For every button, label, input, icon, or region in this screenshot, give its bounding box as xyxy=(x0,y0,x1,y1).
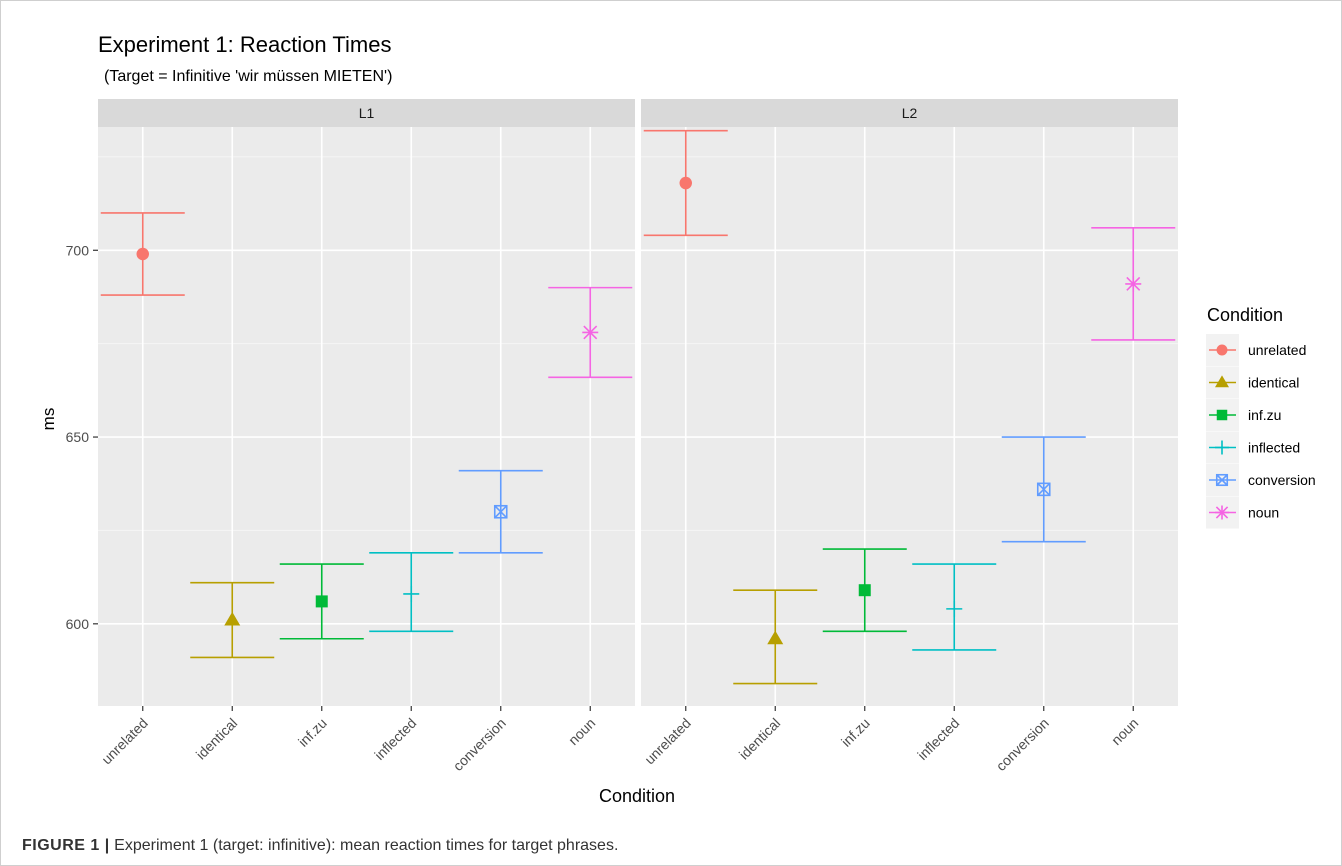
legend-item-noun: noun xyxy=(1206,496,1279,529)
legend-symbol xyxy=(1215,440,1229,455)
facet-strip xyxy=(98,99,635,127)
point-identical xyxy=(767,630,784,645)
panel-background xyxy=(641,127,1178,706)
legend-label: noun xyxy=(1248,505,1279,521)
legend-item-conversion: conversion xyxy=(1206,464,1316,496)
point-inf-zu xyxy=(315,595,328,608)
point-noun xyxy=(1125,275,1142,292)
y-tick-label: 600 xyxy=(66,616,90,632)
point-inflected xyxy=(946,600,963,617)
legend-label: unrelated xyxy=(1248,342,1306,358)
facet-strip xyxy=(641,99,1178,127)
point-identical xyxy=(224,611,241,626)
point-conversion xyxy=(493,504,508,519)
legend-label: inflected xyxy=(1248,440,1300,456)
chart-subtitle: (Target = Infinitive 'wir müssen MIETEN'… xyxy=(104,68,392,85)
legend-symbol xyxy=(1215,505,1229,520)
panel-background xyxy=(98,127,635,706)
chart-title: Experiment 1: Reaction Times xyxy=(98,32,391,57)
point-unrelated xyxy=(136,247,149,261)
legend-label: conversion xyxy=(1248,472,1316,488)
point-inflected xyxy=(403,585,420,602)
legend-item-unrelated: unrelated xyxy=(1206,334,1306,366)
legend-item-inf-zu: inf.zu xyxy=(1206,399,1281,431)
legend-label: inf.zu xyxy=(1248,407,1281,423)
facet-label: L2 xyxy=(902,105,918,121)
point-noun xyxy=(582,324,599,341)
point-unrelated xyxy=(679,176,692,190)
caption-label: FIGURE 1 | xyxy=(22,837,110,854)
y-tick-label: 700 xyxy=(66,242,90,258)
legend-symbol xyxy=(1216,344,1228,356)
legend-symbol xyxy=(1216,409,1228,421)
figure-caption: FIGURE 1 | Experiment 1 (target: infinit… xyxy=(22,837,618,855)
y-axis: 600 650 700 xyxy=(66,242,98,632)
legend-item-inflected: inflected xyxy=(1206,431,1300,464)
facet-label: L1 xyxy=(359,105,375,121)
y-axis-label: ms xyxy=(39,408,58,431)
y-tick-label: 650 xyxy=(66,429,90,445)
point-inf-zu xyxy=(858,584,871,597)
legend-symbol xyxy=(1215,473,1229,487)
legend-label: identical xyxy=(1248,375,1299,391)
legend-item-identical: identical xyxy=(1206,366,1299,399)
x-axis-label: Condition xyxy=(599,786,675,806)
caption-text: Experiment 1 (target: infinitive): mean … xyxy=(114,837,619,854)
legend: Condition unrelated identical inf.zu inflec… xyxy=(1206,305,1316,529)
legend-symbol xyxy=(1215,375,1229,388)
point-conversion xyxy=(1036,482,1051,497)
legend-title: Condition xyxy=(1207,305,1283,325)
